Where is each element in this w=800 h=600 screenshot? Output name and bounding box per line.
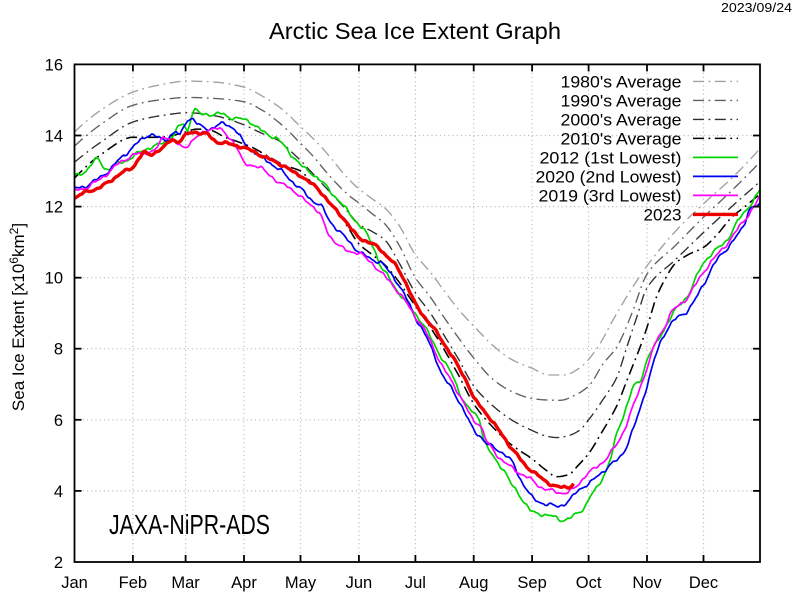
svg-text:6: 6: [54, 412, 63, 430]
svg-text:2010's Average: 2010's Average: [561, 130, 682, 148]
svg-text:1990's Average: 1990's Average: [561, 92, 682, 110]
svg-text:2019 (3rd Lowest): 2019 (3rd Lowest): [539, 187, 682, 205]
svg-text:May: May: [285, 574, 317, 592]
svg-text:Dec: Dec: [689, 574, 718, 592]
svg-text:Mar: Mar: [171, 574, 200, 592]
svg-text:2020 (2nd Lowest): 2020 (2nd Lowest): [536, 168, 682, 186]
svg-text:Apr: Apr: [231, 574, 257, 592]
svg-text:2023/09/24: 2023/09/24: [721, 1, 792, 15]
svg-text:2: 2: [54, 554, 63, 572]
svg-text:10: 10: [45, 270, 63, 288]
svg-text:14: 14: [45, 128, 63, 146]
svg-text:2023: 2023: [644, 206, 682, 224]
svg-text:8: 8: [54, 341, 63, 359]
svg-text:1980's Average: 1980's Average: [561, 73, 682, 91]
svg-text:Sea Ice Extent [x106km2]: Sea Ice Extent [x106km2]: [7, 223, 28, 411]
svg-text:Oct: Oct: [576, 574, 602, 592]
svg-text:12: 12: [45, 199, 63, 217]
svg-text:16: 16: [45, 56, 63, 74]
svg-text:2000's Average: 2000's Average: [561, 111, 682, 129]
svg-text:Sep: Sep: [517, 574, 546, 592]
svg-text:Jan: Jan: [61, 574, 88, 592]
svg-text:JAXA-NiPR-ADS: JAXA-NiPR-ADS: [109, 509, 270, 540]
svg-text:Arctic Sea Ice Extent Graph: Arctic Sea Ice Extent Graph: [269, 18, 561, 44]
svg-text:4: 4: [54, 483, 63, 501]
svg-text:Aug: Aug: [459, 574, 488, 592]
svg-text:Jun: Jun: [346, 574, 373, 592]
svg-text:Nov: Nov: [632, 574, 662, 592]
svg-text:Jul: Jul: [405, 574, 426, 592]
svg-text:2012 (1st Lowest): 2012 (1st Lowest): [540, 149, 682, 167]
svg-text:Feb: Feb: [119, 574, 147, 592]
